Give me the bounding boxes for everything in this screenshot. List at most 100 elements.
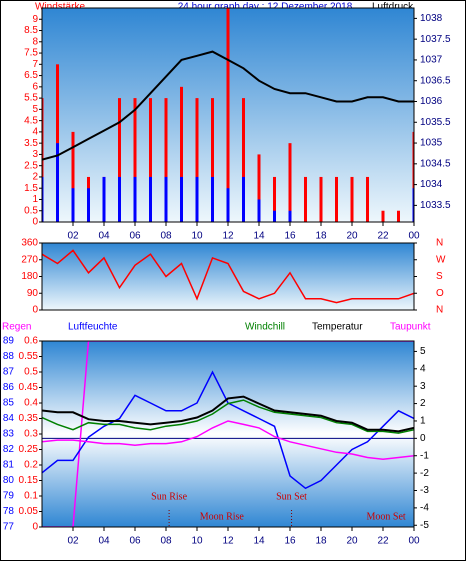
y-tick-label: 7: [32, 59, 38, 70]
y-tick-label: 1033.5: [420, 200, 451, 211]
y-tick-label: 5: [420, 346, 426, 357]
y-tick-label: 0.55: [19, 351, 39, 362]
series-line: [42, 50, 414, 161]
series-line: [42, 395, 414, 433]
legend-label: Regen: [2, 322, 31, 333]
y-tick-label: N: [436, 238, 443, 249]
y-tick-label: 0.5: [24, 367, 38, 378]
wind-bar: [226, 8, 230, 222]
legend-label: Luftfeuchte: [68, 322, 118, 333]
plot-marks: [42, 249, 414, 304]
annotation: Sun Set: [276, 491, 307, 502]
x-tick-label: 04: [98, 536, 110, 547]
wind-bar: [42, 176, 44, 222]
wind-bar: [211, 176, 214, 222]
wind-bar: [164, 98, 168, 222]
legend-label: Temperatur: [312, 322, 363, 333]
wind-bar: [118, 98, 121, 222]
y-tick-label: 0: [32, 522, 38, 533]
y-tick-label: 9: [32, 14, 38, 25]
wind-bar: [87, 188, 90, 222]
x-tick-label: 16: [284, 536, 296, 547]
x-tick-label: 14: [253, 231, 265, 242]
series-line: [42, 399, 414, 434]
wind-bar: [71, 188, 75, 222]
y-tick-label: 3.5: [24, 138, 38, 149]
y-tick-label: 2: [420, 398, 426, 409]
y-tick-label: 5.5: [24, 93, 38, 104]
y-tick-label: 0: [32, 217, 38, 228]
legend-label: Windchill: [245, 322, 285, 333]
y-tick-label: 0: [420, 433, 426, 444]
x-tick-label: 12: [222, 536, 234, 547]
y-tick-label: -4: [420, 503, 429, 514]
y-tick-label: 0.3: [24, 429, 38, 440]
y-tick-label: 3: [420, 381, 426, 392]
wind-bar: [350, 176, 354, 222]
plot-area: [42, 341, 414, 527]
x-tick-label: 00: [408, 536, 420, 547]
y-tick-label: 270: [21, 254, 38, 265]
y-tick-label: 90: [27, 288, 39, 299]
x-tick-label: 12: [222, 231, 234, 242]
wind-bar: [180, 176, 183, 222]
y-axis-label: Windstärke: [35, 2, 85, 13]
wind-bar: [335, 176, 338, 222]
x-tick-label: 18: [315, 536, 327, 547]
y-tick-label: -5: [420, 520, 429, 531]
wind-bar: [226, 188, 230, 222]
wind-bar: [412, 188, 414, 222]
y-tick-label: 8.5: [24, 25, 38, 36]
y-tick-label: 4.5: [24, 115, 38, 126]
y-tick-label: 1036: [420, 96, 443, 107]
y-tick-label: 0.1: [24, 491, 38, 502]
y-tick-label: 0.5: [24, 205, 38, 216]
y-tick-label: 1035.5: [420, 117, 451, 128]
x-tick-label: 10: [191, 231, 203, 242]
y-tick-label: 1034: [420, 179, 443, 190]
wind-bar: [366, 176, 369, 222]
wind-bar: [164, 176, 168, 222]
y-tick-label: 86: [3, 382, 15, 393]
y-tick-label: 78: [3, 506, 15, 517]
y-tick-label: 79: [3, 491, 15, 502]
x-tick-label: 02: [67, 231, 79, 242]
x-tick-label: 06: [129, 536, 141, 547]
y-tick-label: 1: [32, 194, 38, 205]
wind-bar: [118, 176, 121, 222]
wind-bar: [319, 176, 323, 222]
x-tick-label: 08: [160, 231, 172, 242]
y-tick-label: 0.6: [24, 336, 38, 347]
y-tick-label: 360: [21, 238, 38, 249]
x-tick-label: 08: [160, 536, 172, 547]
wind-bar: [397, 210, 400, 222]
y-tick-label: 1036.5: [420, 75, 451, 86]
wind-bar: [257, 154, 261, 222]
y-tick-label: 80: [3, 475, 15, 486]
x-tick-label: 04: [98, 231, 110, 242]
x-tick-label: 20: [346, 231, 358, 242]
wind-bar: [133, 176, 137, 222]
wind-bar: [149, 176, 152, 222]
y-tick-label: W: [436, 254, 446, 265]
x-tick-label: 22: [377, 231, 389, 242]
y-tick-label: 3: [32, 149, 38, 160]
wind-bar: [180, 86, 183, 222]
y-tick-label: 0.45: [19, 382, 39, 393]
y-tick-label: 4: [420, 363, 426, 374]
wind-bar: [273, 176, 276, 222]
y-tick-label: S: [436, 271, 443, 282]
wind-bar: [381, 210, 385, 222]
x-tick-label: 22: [377, 536, 389, 547]
wind-bar: [242, 98, 245, 222]
y-tick-label: 1035: [420, 138, 443, 149]
wind-bar: [71, 131, 75, 222]
wind-bar: [304, 176, 307, 222]
plot-marks: [42, 341, 414, 527]
wind-bar: [288, 143, 292, 222]
y-tick-label: N: [436, 305, 443, 316]
y-tick-label: 180: [21, 271, 38, 282]
y-tick-label: 1037: [420, 55, 443, 66]
wind-bar: [149, 98, 152, 222]
